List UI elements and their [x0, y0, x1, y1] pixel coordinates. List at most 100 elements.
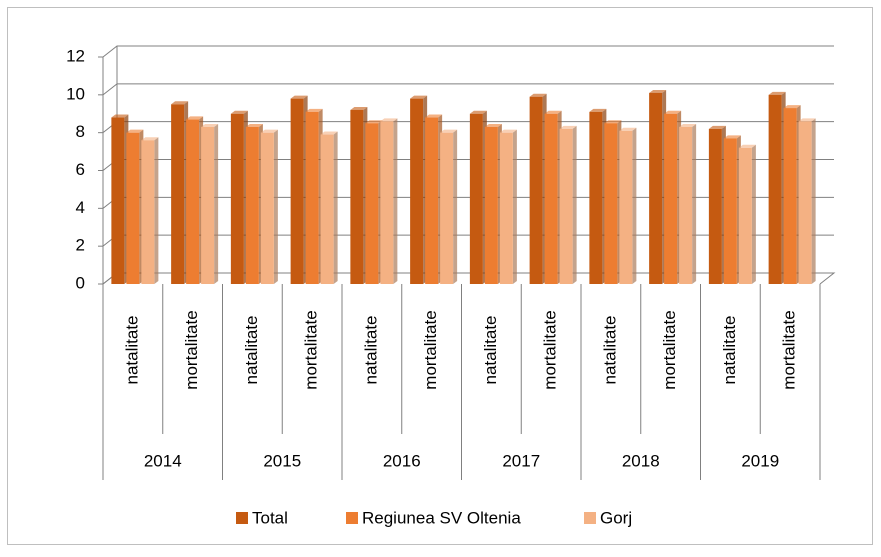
bar	[365, 123, 379, 284]
x-tick-label: mortalitate	[182, 310, 201, 389]
bar-top	[290, 95, 308, 99]
bar	[589, 111, 603, 284]
y-tick-label: 6	[76, 160, 85, 179]
bar	[260, 132, 274, 284]
bar	[544, 113, 558, 284]
bar	[320, 134, 334, 284]
bar-top	[738, 144, 756, 148]
bar-top	[783, 105, 801, 109]
bar	[649, 92, 663, 284]
bar	[768, 94, 782, 284]
x-tick-label: natalitate	[242, 316, 261, 385]
x-tick-label: mortalitate	[660, 310, 679, 389]
bar-top	[425, 114, 443, 118]
bar	[664, 113, 678, 284]
bar	[679, 126, 693, 284]
y-tick-label: 10	[66, 84, 85, 103]
bar-top	[440, 129, 458, 133]
bar-top	[589, 108, 607, 112]
bar-top	[708, 125, 726, 129]
bar	[529, 96, 543, 284]
x-tick-label: natalitate	[600, 316, 619, 385]
bar-top	[380, 118, 398, 122]
bar	[245, 126, 259, 284]
bar-top	[365, 120, 383, 124]
bar-top	[484, 123, 502, 127]
bar-top	[529, 93, 547, 97]
bar-top	[305, 108, 323, 112]
bar-top	[320, 131, 338, 135]
bar-top	[245, 123, 263, 127]
y-tick-label: 0	[76, 273, 85, 292]
bar	[425, 117, 439, 285]
legend-swatch	[236, 512, 248, 524]
y-tick-label: 12	[66, 46, 85, 65]
x-group-label: 2018	[622, 451, 660, 470]
x-tick-label: mortalitate	[421, 310, 440, 389]
legend-label: Total	[252, 508, 288, 527]
bar	[559, 128, 573, 284]
bar-top	[664, 110, 682, 114]
bar-top	[201, 123, 219, 127]
bar-side	[632, 127, 637, 285]
bar-side	[154, 137, 159, 284]
grid-line	[102, 45, 834, 58]
bar-top	[469, 110, 487, 114]
bar-top	[171, 101, 189, 105]
y-tick-label: 2	[76, 236, 85, 255]
bar-top	[649, 89, 667, 93]
x-group-label: 2016	[383, 451, 421, 470]
bar-top	[141, 137, 159, 141]
bar-top	[410, 95, 428, 99]
bar-top	[544, 110, 562, 114]
bar	[380, 121, 394, 284]
bar	[440, 132, 454, 284]
bar-top	[230, 110, 248, 114]
bar	[230, 113, 244, 284]
x-tick-label: mortalitate	[780, 310, 799, 389]
bar-top	[604, 120, 622, 124]
bar	[798, 121, 812, 284]
bar	[723, 138, 737, 284]
y-tick-label: 4	[76, 198, 85, 217]
bar	[604, 123, 618, 284]
bar	[171, 104, 185, 285]
bar-top	[126, 129, 144, 133]
x-group-label: 2015	[263, 451, 301, 470]
x-tick-label: mortalitate	[302, 310, 321, 389]
bar	[126, 132, 140, 284]
bar	[141, 140, 155, 284]
bar-top	[679, 123, 697, 127]
bar	[186, 119, 200, 284]
bar-side	[453, 129, 458, 284]
bar-top	[723, 135, 741, 139]
x-tick-label: natalitate	[720, 316, 739, 385]
bar	[708, 128, 722, 284]
bar	[290, 98, 304, 284]
bar	[469, 113, 483, 284]
legend-label: Regiunea SV Oltenia	[362, 508, 521, 527]
bar-side	[214, 123, 219, 284]
bar-top	[111, 114, 129, 118]
grid-line	[102, 83, 834, 96]
bar-side	[333, 131, 338, 284]
x-group-label: 2019	[741, 451, 779, 470]
bar	[350, 109, 364, 284]
bar-side	[751, 144, 756, 284]
bar-side	[811, 118, 816, 284]
bar	[783, 108, 797, 284]
bar-side	[512, 129, 517, 284]
legend-swatch	[346, 512, 358, 524]
bar	[484, 126, 498, 284]
bar	[305, 111, 319, 284]
bar	[499, 132, 513, 284]
bar-top	[619, 127, 637, 131]
bar-top	[260, 129, 278, 133]
bar	[111, 117, 125, 285]
bar-side	[572, 125, 577, 284]
bar	[201, 126, 215, 284]
x-tick-label: mortalitate	[541, 310, 560, 389]
y-tick-label: 8	[76, 122, 85, 141]
x-tick-label: natalitate	[361, 316, 380, 385]
